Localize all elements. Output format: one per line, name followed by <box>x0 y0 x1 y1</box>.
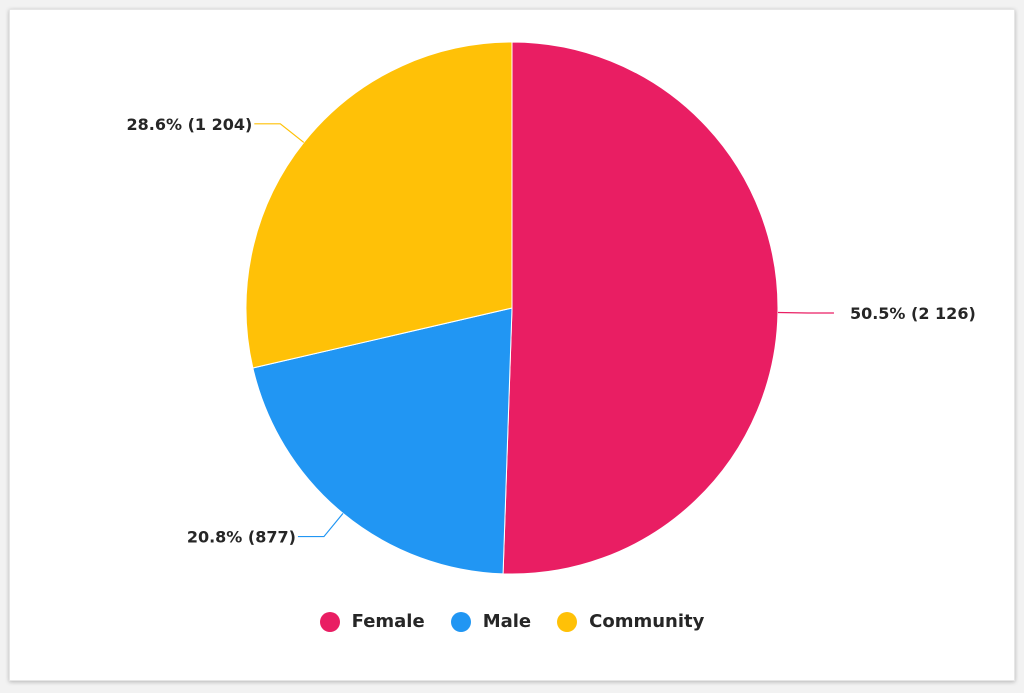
slice-label-community: 28.6% (1 204) <box>126 115 252 134</box>
legend: Female Male Community <box>0 611 1024 632</box>
legend-item-male[interactable]: Male <box>450 611 532 632</box>
legend-item-community[interactable]: Community <box>557 611 704 632</box>
legend-label-male: Male <box>482 611 532 632</box>
legend-swatch-community <box>557 611 578 632</box>
pie-slice-female[interactable] <box>502 41 779 575</box>
legend-label-community: Community <box>589 611 705 632</box>
leader-line-community <box>254 123 305 143</box>
slice-label-male: 20.8% (877) <box>187 528 296 547</box>
legend-swatch-female <box>319 611 340 632</box>
leader-line-female <box>777 311 834 314</box>
slice-label-female: 50.5% (2 126) <box>850 304 976 323</box>
leader-line-male <box>297 513 344 538</box>
legend-label-female: Female <box>351 611 425 632</box>
legend-swatch-male <box>450 611 471 632</box>
legend-item-female[interactable]: Female <box>319 611 425 632</box>
